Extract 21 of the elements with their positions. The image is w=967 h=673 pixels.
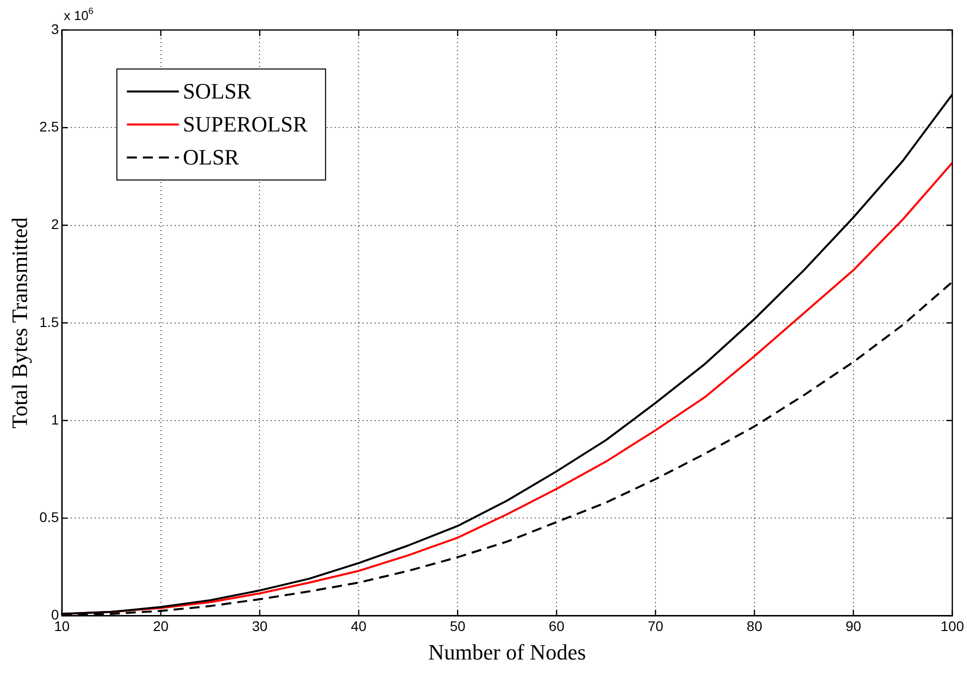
y-tick-label: 1 [51,411,60,428]
y-tick-label: 2 [51,216,60,232]
legend-label: SOLSR [182,78,252,104]
x-tick-label: 50 [450,618,466,634]
x-tick-label: 80 [746,618,762,634]
x-tick-label: 20 [153,618,169,634]
y-axis-title: Total Bytes Transmitted [6,217,32,428]
x-tick-label: 100 [940,618,964,634]
x-tick-label: 10 [54,618,70,634]
x-tick-label: 40 [350,618,367,634]
y-tick-label: 1.5 [39,314,60,330]
y-tick-label: 0.5 [39,509,60,526]
x-tick-label: 70 [648,618,664,634]
legend-label: SUPEROLSR [182,111,308,136]
x-tick-label: 30 [252,618,268,634]
y-tick-label: 3 [51,20,60,37]
x-axis-title: Number of Nodes [428,640,586,665]
legend-label: OLSR [182,144,240,170]
x-tick-label: 90 [846,618,862,634]
y-tick-label: 2.5 [39,118,60,134]
x-tick-label: 60 [548,618,565,634]
